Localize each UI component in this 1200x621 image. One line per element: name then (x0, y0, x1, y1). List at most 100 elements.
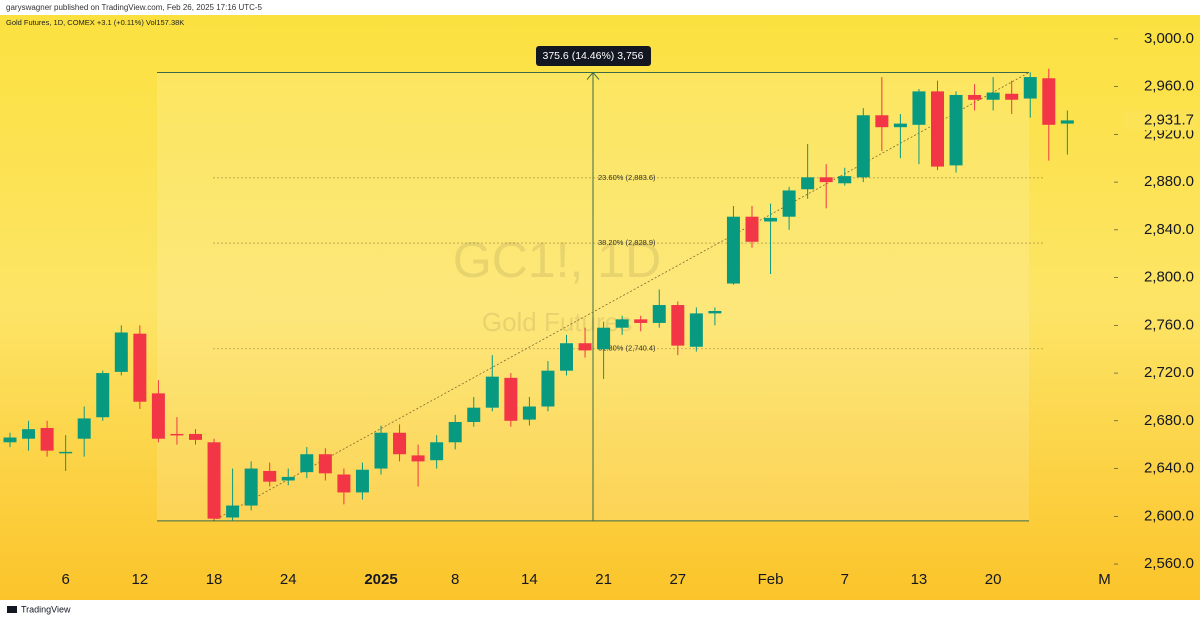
measure-arrowhead (586, 71, 600, 80)
x-tick-label: 20 (985, 571, 1002, 588)
y-tick-label: 2,800.0 (1144, 269, 1194, 286)
measure-label-bg (536, 46, 651, 66)
x-tick-label: 21 (595, 571, 612, 588)
candle-body (411, 455, 425, 462)
candle-body (467, 407, 481, 422)
candle-body (986, 92, 1000, 100)
fib-label: 61.80% (2,740.4) (598, 344, 656, 353)
candle-body (745, 216, 759, 242)
chart-background (0, 15, 1200, 600)
y-tick-label: 3,000.0 (1144, 30, 1194, 47)
y-tick-label: 2,560.0 (1144, 555, 1194, 572)
candle-body (244, 468, 258, 506)
logo-icon (7, 606, 17, 613)
candle-body (96, 373, 110, 418)
candle-body (597, 327, 611, 350)
candle-body (801, 177, 815, 190)
x-tick-label: 12 (132, 571, 149, 588)
x-tick-label: 27 (669, 571, 686, 588)
candle-body (263, 470, 277, 482)
candle-body (949, 94, 963, 166)
top-bar (0, 0, 1200, 15)
candle-body (300, 454, 314, 473)
x-tick-label: 24 (280, 571, 297, 588)
y-tick-label: 2,960.0 (1144, 78, 1194, 95)
candle-body (968, 94, 982, 100)
candle-body (318, 454, 332, 474)
candle-body (281, 476, 295, 481)
candle-body (522, 406, 536, 420)
candle-body (856, 115, 870, 178)
y-tick-label: 2,720.0 (1144, 364, 1194, 381)
candle-body (782, 190, 796, 217)
fib-label: 38.20% (2,828.9) (598, 238, 656, 247)
candle-body (393, 432, 407, 455)
x-tick-label: 13 (911, 571, 928, 588)
candle-body (207, 442, 221, 519)
candle-body (151, 393, 165, 439)
y-tick-label: 2,880.0 (1144, 173, 1194, 190)
fib-label: 23.60% (2,883.6) (598, 173, 656, 182)
candle-body (912, 91, 926, 125)
candle-body (1005, 93, 1019, 100)
candle-body (355, 469, 369, 493)
x-tick-label: M (1098, 571, 1111, 588)
footer-logo: TradingView (7, 604, 71, 614)
candle-body (40, 427, 54, 451)
measure-label: 375.6 (14.46%) 3,756 (543, 50, 644, 62)
y-tick-label: 2,840.0 (1144, 221, 1194, 238)
candle-body (1023, 77, 1037, 99)
x-tick-label: 2025 (364, 571, 397, 588)
x-tick-label: Feb (758, 571, 784, 588)
candle-body (652, 305, 666, 323)
y-tick-label: 2,640.0 (1144, 460, 1194, 477)
candle-body (374, 432, 388, 469)
candle-body (931, 91, 944, 167)
candle-body (634, 319, 648, 323)
candle-body (226, 505, 240, 518)
candle-body (1042, 78, 1056, 125)
candle-body (689, 313, 703, 347)
x-tick-label: 6 (61, 571, 69, 588)
x-tick-label: 18 (206, 571, 223, 588)
y-tick-label: 2,600.0 (1144, 507, 1194, 524)
candle-body (893, 123, 907, 128)
candle-body (3, 437, 17, 443)
candle-body (541, 370, 555, 407)
last-price-bg (1122, 110, 1198, 131)
candle-body (133, 333, 147, 402)
axes: 2,560.0 2,600.0 2,640.0 2,680.0 2,720.0 2,760… (61, 30, 1198, 588)
candle-body (504, 377, 518, 421)
candle-body (726, 216, 740, 284)
trend-line (212, 72, 1030, 522)
candle-body (671, 305, 685, 346)
candle-body (1060, 120, 1074, 124)
byline: garyswagner published on TradingView.com… (6, 3, 263, 12)
y-tick-label: 2,680.0 (1144, 412, 1194, 429)
candle-body (578, 343, 592, 351)
candle-body (560, 343, 573, 371)
plot-area: 23.60% (2,883.6) 38.20% (2,828.9) 61.80% (… (3, 68, 1074, 522)
x-tick-label: 14 (521, 571, 538, 588)
candle-body (448, 422, 462, 443)
watermark: GC1!, 1D (453, 232, 661, 288)
candle-body (485, 376, 499, 408)
candle-body (875, 115, 889, 128)
candle-body (170, 433, 184, 436)
candle-body (59, 451, 73, 454)
last-price-label: 2,931.7 (1144, 111, 1194, 128)
candle-body (114, 332, 128, 372)
candle-body (189, 433, 202, 440)
chart-title: Gold Futures, 1D, COMEX +3.1 (+0.11%) Vo… (6, 18, 184, 27)
candle-body (430, 442, 444, 461)
candle-body (22, 429, 36, 439)
footer-bar (0, 600, 1200, 621)
footer-text: TradingView (21, 604, 71, 614)
x-tick-label: 7 (841, 571, 849, 588)
candle-body (77, 418, 91, 439)
candle-body (615, 319, 629, 328)
candle-body (764, 217, 778, 222)
y-tick-label: 2,760.0 (1144, 316, 1194, 333)
